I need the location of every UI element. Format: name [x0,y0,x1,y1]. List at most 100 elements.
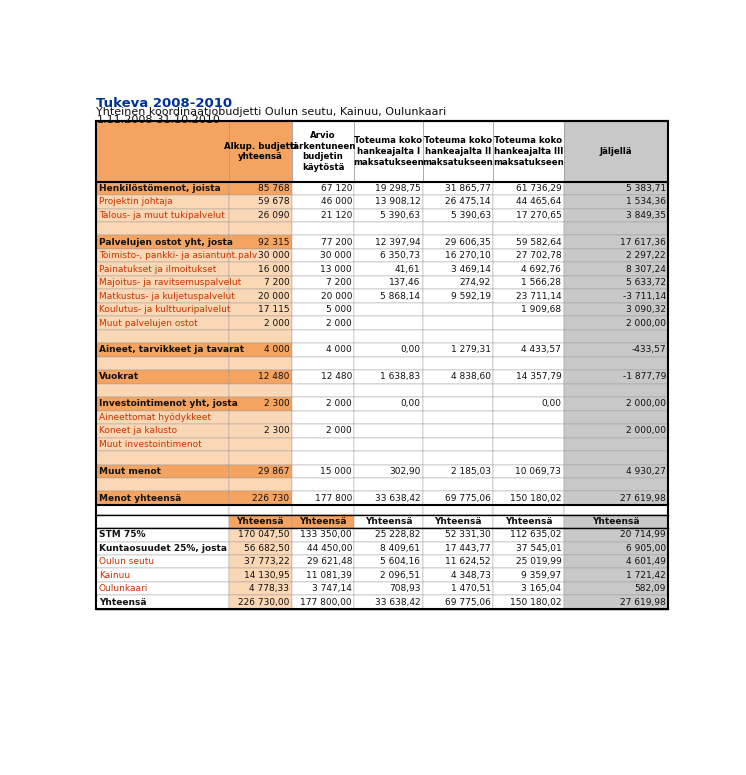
Text: 2 000,00: 2 000,00 [626,319,666,328]
Text: 13 000: 13 000 [321,264,352,274]
Bar [229,370,292,384]
Bar [96,122,229,181]
Bar [292,330,354,343]
Text: 0,00: 0,00 [401,399,420,408]
Bar [229,397,292,411]
Bar [292,542,354,555]
Text: 4 778,33: 4 778,33 [249,584,289,593]
Text: 12 480: 12 480 [258,373,289,381]
Bar [96,330,229,343]
Text: 2 000: 2 000 [326,319,352,328]
Bar [423,122,493,181]
Bar [354,384,423,397]
Bar [423,424,493,438]
Text: 3 849,35: 3 849,35 [626,211,666,220]
Bar [96,370,229,384]
Bar [564,330,668,343]
Text: 25 228,82: 25 228,82 [375,530,420,539]
Bar [292,289,354,303]
Bar [423,303,493,316]
Bar [96,303,229,316]
Text: 3 090,32: 3 090,32 [626,305,666,314]
Bar [354,515,423,528]
Text: 5 383,71: 5 383,71 [626,184,666,193]
Bar [423,181,493,195]
Text: Investointimenot yht, josta: Investointimenot yht, josta [98,399,237,408]
Bar [292,181,354,195]
Text: 0,00: 0,00 [542,399,561,408]
Text: 30 000: 30 000 [321,251,352,260]
Bar [423,397,493,411]
Text: 150 180,02: 150 180,02 [510,598,561,607]
Bar [493,595,564,609]
Bar [229,555,292,569]
Bar [96,438,229,451]
Bar [423,411,493,424]
Text: Aineet, tarvikkeet ja tavarat: Aineet, tarvikkeet ja tavarat [98,346,244,354]
Bar [493,222,564,236]
Text: 37 545,01: 37 545,01 [515,544,561,553]
Text: 3 469,14: 3 469,14 [451,264,491,274]
Text: 52 331,30: 52 331,30 [445,530,491,539]
Text: 112 635,02: 112 635,02 [510,530,561,539]
Bar [423,464,493,478]
Bar [292,236,354,249]
Bar [564,569,668,582]
Text: 59 678: 59 678 [257,198,289,206]
Text: 77 200: 77 200 [321,238,352,246]
Bar [354,343,423,356]
Bar [229,195,292,208]
Text: 2 000,00: 2 000,00 [626,399,666,408]
Bar [292,263,354,276]
Bar [292,478,354,491]
Bar [292,316,354,330]
Text: Toimisto-, pankki- ja asiantunt.palv: Toimisto-, pankki- ja asiantunt.palv [98,251,257,260]
Bar [229,515,292,528]
Bar [292,411,354,424]
Text: Painatukset ja ilmoitukset: Painatukset ja ilmoitukset [98,264,216,274]
Bar [354,438,423,451]
Text: 3 165,04: 3 165,04 [521,584,561,593]
Text: Yhteensä: Yhteensä [98,598,146,607]
Bar [292,424,354,438]
Text: Yhteensä: Yhteensä [434,517,482,526]
Bar [229,569,292,582]
Bar [564,555,668,569]
Text: 4 433,57: 4 433,57 [521,346,561,354]
Bar [423,343,493,356]
Bar [564,356,668,370]
Bar [96,464,229,478]
Text: 17 443,77: 17 443,77 [445,544,491,553]
Text: 27 619,98: 27 619,98 [620,494,666,503]
Bar [493,276,564,289]
Bar [292,397,354,411]
Text: 30 000: 30 000 [257,251,289,260]
Text: 59 582,64: 59 582,64 [515,238,561,246]
Bar [292,122,354,181]
Bar [229,236,292,249]
Bar [564,491,668,505]
Text: 1 721,42: 1 721,42 [626,570,666,580]
Bar [96,424,229,438]
Text: -1 877,79: -1 877,79 [623,373,666,381]
Bar [564,343,668,356]
Text: 5 868,14: 5 868,14 [380,291,420,301]
Text: 582,09: 582,09 [635,584,666,593]
Bar [292,343,354,356]
Bar [493,451,564,464]
Bar [354,478,423,491]
Bar [96,249,229,263]
Bar [229,181,292,195]
Text: 16 270,10: 16 270,10 [445,251,491,260]
Bar [292,208,354,222]
Bar [229,316,292,330]
Bar [229,478,292,491]
Bar [229,505,292,515]
Bar [493,491,564,505]
Text: Yhteensä: Yhteensä [504,517,552,526]
Bar [423,478,493,491]
Text: 177 800,00: 177 800,00 [301,598,352,607]
Text: 2 185,03: 2 185,03 [451,467,491,476]
Bar [292,569,354,582]
Bar [292,555,354,569]
